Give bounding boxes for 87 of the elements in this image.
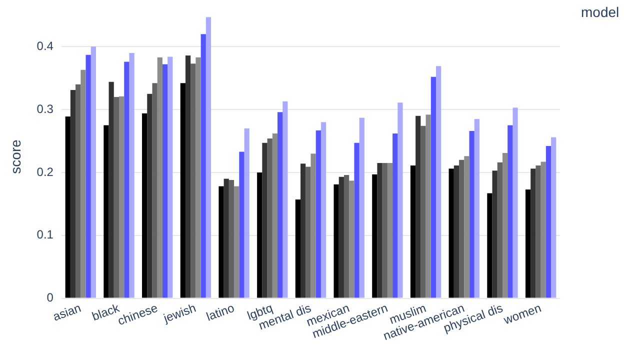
bar: [536, 166, 541, 298]
bar: [512, 108, 518, 298]
bar: [316, 130, 321, 298]
x-tick-label: asian: [51, 300, 83, 324]
bar: [114, 96, 120, 298]
bar: [416, 116, 421, 298]
bar: [546, 146, 552, 298]
bar: [426, 114, 431, 298]
bar: [430, 76, 436, 298]
bar: [180, 83, 186, 298]
bar: [387, 163, 393, 298]
bar: [540, 162, 546, 298]
bar: [228, 180, 234, 298]
bar: [267, 138, 272, 298]
bar: [162, 64, 168, 298]
y-tick-label: 0.1: [36, 228, 54, 242]
bar: [377, 163, 382, 298]
bar: [80, 70, 86, 298]
bar: [410, 166, 416, 298]
bar: [196, 57, 201, 298]
bar: [508, 125, 513, 298]
bar: [76, 84, 81, 298]
bar: [454, 166, 460, 298]
x-tick-label: latino: [204, 300, 237, 324]
bar: [142, 113, 148, 298]
y-tick-label: 0.2: [36, 164, 54, 179]
legend-title: model: [581, 4, 620, 20]
bar: [119, 96, 124, 298]
bar: [224, 178, 229, 298]
bar: [530, 168, 536, 298]
bar: [239, 152, 244, 298]
bar: [257, 172, 262, 298]
bar: [218, 186, 224, 298]
bar: [474, 118, 480, 298]
bar: [108, 82, 114, 298]
bar: [185, 55, 191, 298]
bar: [349, 180, 354, 298]
bar: [354, 142, 360, 298]
bar: [436, 66, 442, 298]
bar: [157, 57, 162, 298]
bar: [282, 101, 288, 298]
bar: [90, 46, 96, 298]
bar: [502, 152, 508, 298]
bar: [295, 200, 301, 298]
bar: [70, 90, 76, 298]
bar: [244, 128, 250, 298]
bar: [147, 94, 152, 298]
bar: [129, 52, 134, 298]
bar: [382, 163, 388, 298]
bar: [278, 112, 283, 298]
y-tick-label: 0.3: [36, 102, 54, 116]
bar: [392, 133, 398, 298]
bar: [190, 64, 196, 298]
bar: [206, 17, 212, 298]
bar: [448, 168, 454, 298]
bar: [464, 156, 470, 298]
y-tick-label: 0: [46, 290, 54, 305]
bar: [487, 193, 492, 298]
bar: [306, 166, 311, 298]
bar: [344, 174, 350, 298]
y-axis-title: score: [7, 139, 24, 174]
bar: [65, 116, 70, 298]
bar: [124, 62, 130, 298]
y-tick-label: 0.4: [36, 38, 54, 53]
bar: [497, 162, 502, 298]
bar: [459, 160, 464, 298]
bar: [200, 34, 206, 298]
bar: [334, 184, 339, 298]
bar: [551, 137, 556, 298]
bar: [492, 170, 498, 298]
bar: [272, 133, 278, 298]
bar: [234, 186, 240, 298]
bar: [372, 174, 378, 298]
bar: [469, 130, 474, 298]
bar: [262, 142, 268, 298]
bar: [320, 122, 326, 298]
bar: [300, 164, 306, 298]
bar: [359, 118, 364, 298]
bar: [152, 83, 158, 298]
bar: [398, 102, 403, 298]
bar: [86, 54, 91, 298]
bar: [310, 154, 316, 298]
bar: [168, 56, 173, 298]
bar: [525, 189, 531, 298]
bar: [338, 176, 344, 298]
bar: [420, 126, 426, 298]
bar: [104, 125, 109, 298]
